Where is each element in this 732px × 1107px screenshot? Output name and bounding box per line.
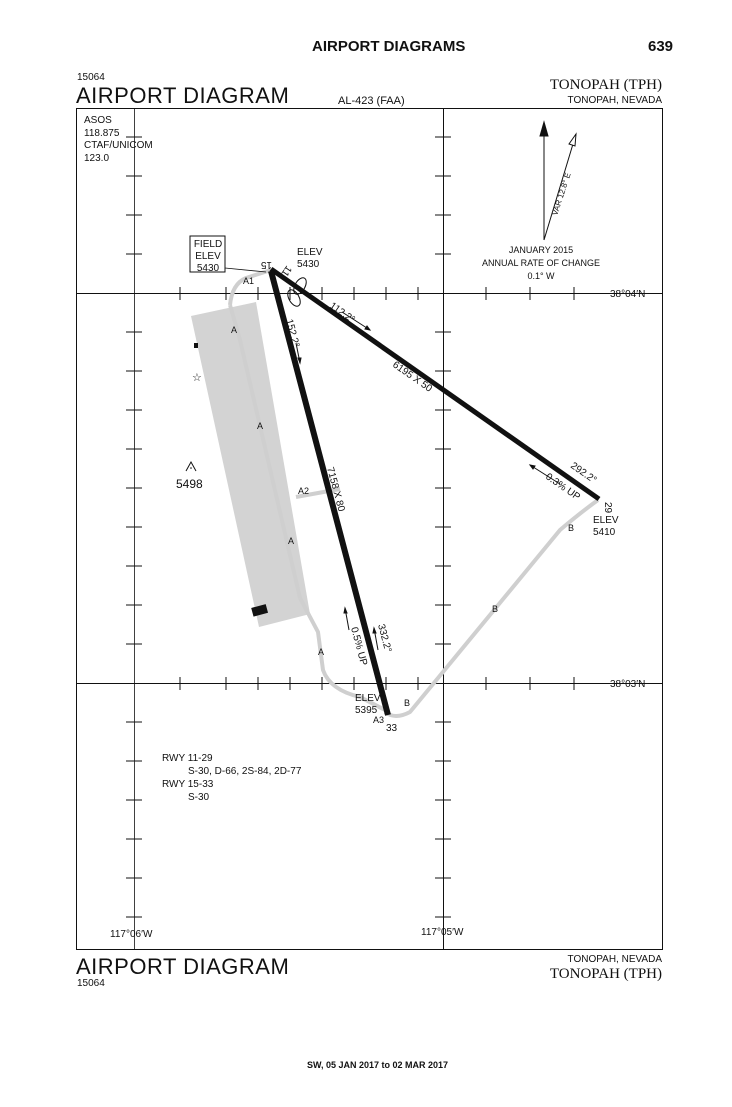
rwy29-elev-label: ELEV (593, 515, 619, 526)
beacon-icon: ☆ (192, 372, 202, 384)
var-rate-value: 0.1° W (527, 271, 555, 281)
taxiway-a-label: A (257, 421, 263, 431)
obstacle-elev: 5498 (176, 477, 203, 491)
weight-rwy1-label: RWY 11-29 (162, 753, 213, 764)
weight-rwy2-label: RWY 15-33 (162, 779, 214, 790)
taxiway-a-label: A (288, 536, 294, 546)
field-elev-value: 5430 (197, 263, 220, 274)
taxiway-a (228, 304, 302, 599)
rwy-end-29: 29 (602, 502, 613, 514)
field-elev-line1: FIELD (194, 239, 222, 250)
building (251, 604, 269, 617)
var-date: JANUARY 2015 (509, 245, 573, 255)
heading-arrows (295, 311, 561, 651)
chart-id: AL-423 (FAA) (338, 95, 405, 107)
apron (191, 302, 310, 627)
taxiway-a2-label: A2 (298, 486, 309, 496)
runway-11-29 (269, 266, 601, 502)
weight-rwy1-values: S-30, D-66, 2S-84, 2D-77 (188, 766, 302, 777)
taxiway-a-label: A (231, 325, 237, 335)
chart-title: AIRPORT DIAGRAM (76, 83, 290, 108)
rwy11-elev-value: 5430 (297, 259, 320, 270)
ctaf-label: CTAF/UNICOM (84, 140, 153, 151)
taxiway-b (383, 498, 600, 718)
rwy29-elev-value: 5410 (593, 527, 616, 538)
taxiway-network (228, 268, 600, 718)
weight-rwy2-values: S-30 (188, 792, 210, 803)
footer-chart-title: AIRPORT DIAGRAM (76, 954, 290, 979)
wind-cone-icon (287, 277, 307, 307)
taxiway-a-label: A (318, 647, 324, 657)
rwy33-elev-label: ELEV (355, 693, 381, 704)
field-elev-box (189, 235, 226, 273)
obstacle-icon (185, 460, 197, 472)
weight-bearing-block: RWY 11-29 S-30, D-66, 2S-84, 2D-77 RWY 1… (162, 752, 301, 804)
footer-airport: TONOPAH (TPH) (549, 966, 662, 982)
rwy-end-15: 15 (260, 259, 272, 270)
grid-ticks (126, 136, 575, 918)
building (194, 343, 198, 348)
taxiway-b-label: B (404, 698, 410, 708)
section-title: AIRPORT DIAGRAMS (312, 38, 466, 55)
rwy33-elev-value: 5395 (355, 705, 378, 716)
doc-id: 15064 (77, 72, 105, 83)
effective-dates: SW, 05 JAN 2017 to 02 MAR 2017 (307, 1060, 449, 1070)
taxiway-a1-label: A1 (243, 276, 254, 286)
lon-west: 117°06′W (110, 929, 153, 940)
var-rate-label: ANNUAL RATE OF CHANGE (482, 258, 600, 268)
lat-lon-grid (76, 108, 663, 950)
lat-north: 38°04′N (610, 289, 645, 300)
taxiway-a-south (298, 597, 386, 712)
rwy-end-33: 33 (386, 723, 398, 734)
ctaf-frequency: 123.0 (84, 152, 110, 164)
footer-doc-id: 15064 (77, 978, 105, 989)
north-arrow-icon (539, 120, 577, 241)
airport-location: TONOPAH, NEVADA (567, 95, 662, 106)
field-elev-line2: ELEV (195, 251, 221, 262)
taxiway-a3-label: A3 (373, 715, 384, 725)
lat-south: 38°03′N (610, 679, 645, 690)
runway-15-33 (268, 270, 391, 716)
chart-frame (76, 108, 663, 950)
taxiway-b-label: B (568, 523, 574, 533)
comms-block: ASOS 118.875 CTAF/UNICOM 123.0 (84, 115, 153, 165)
asos-label: ASOS (84, 115, 112, 126)
asos-frequency: 118.875 (84, 127, 120, 139)
rwy11-elev-label: ELEV (297, 247, 323, 258)
lon-east: 117°05′W (421, 927, 464, 938)
taxiway-a2 (295, 487, 341, 499)
var-label: VAR 12.8° E (550, 172, 572, 217)
taxiway-b-label: B (492, 604, 498, 614)
page-number: 639 (648, 38, 674, 55)
footer-location: TONOPAH, NEVADA (567, 954, 662, 965)
taxiway-a1 (228, 268, 272, 306)
airport-name: TONOPAH (TPH) (549, 77, 662, 93)
